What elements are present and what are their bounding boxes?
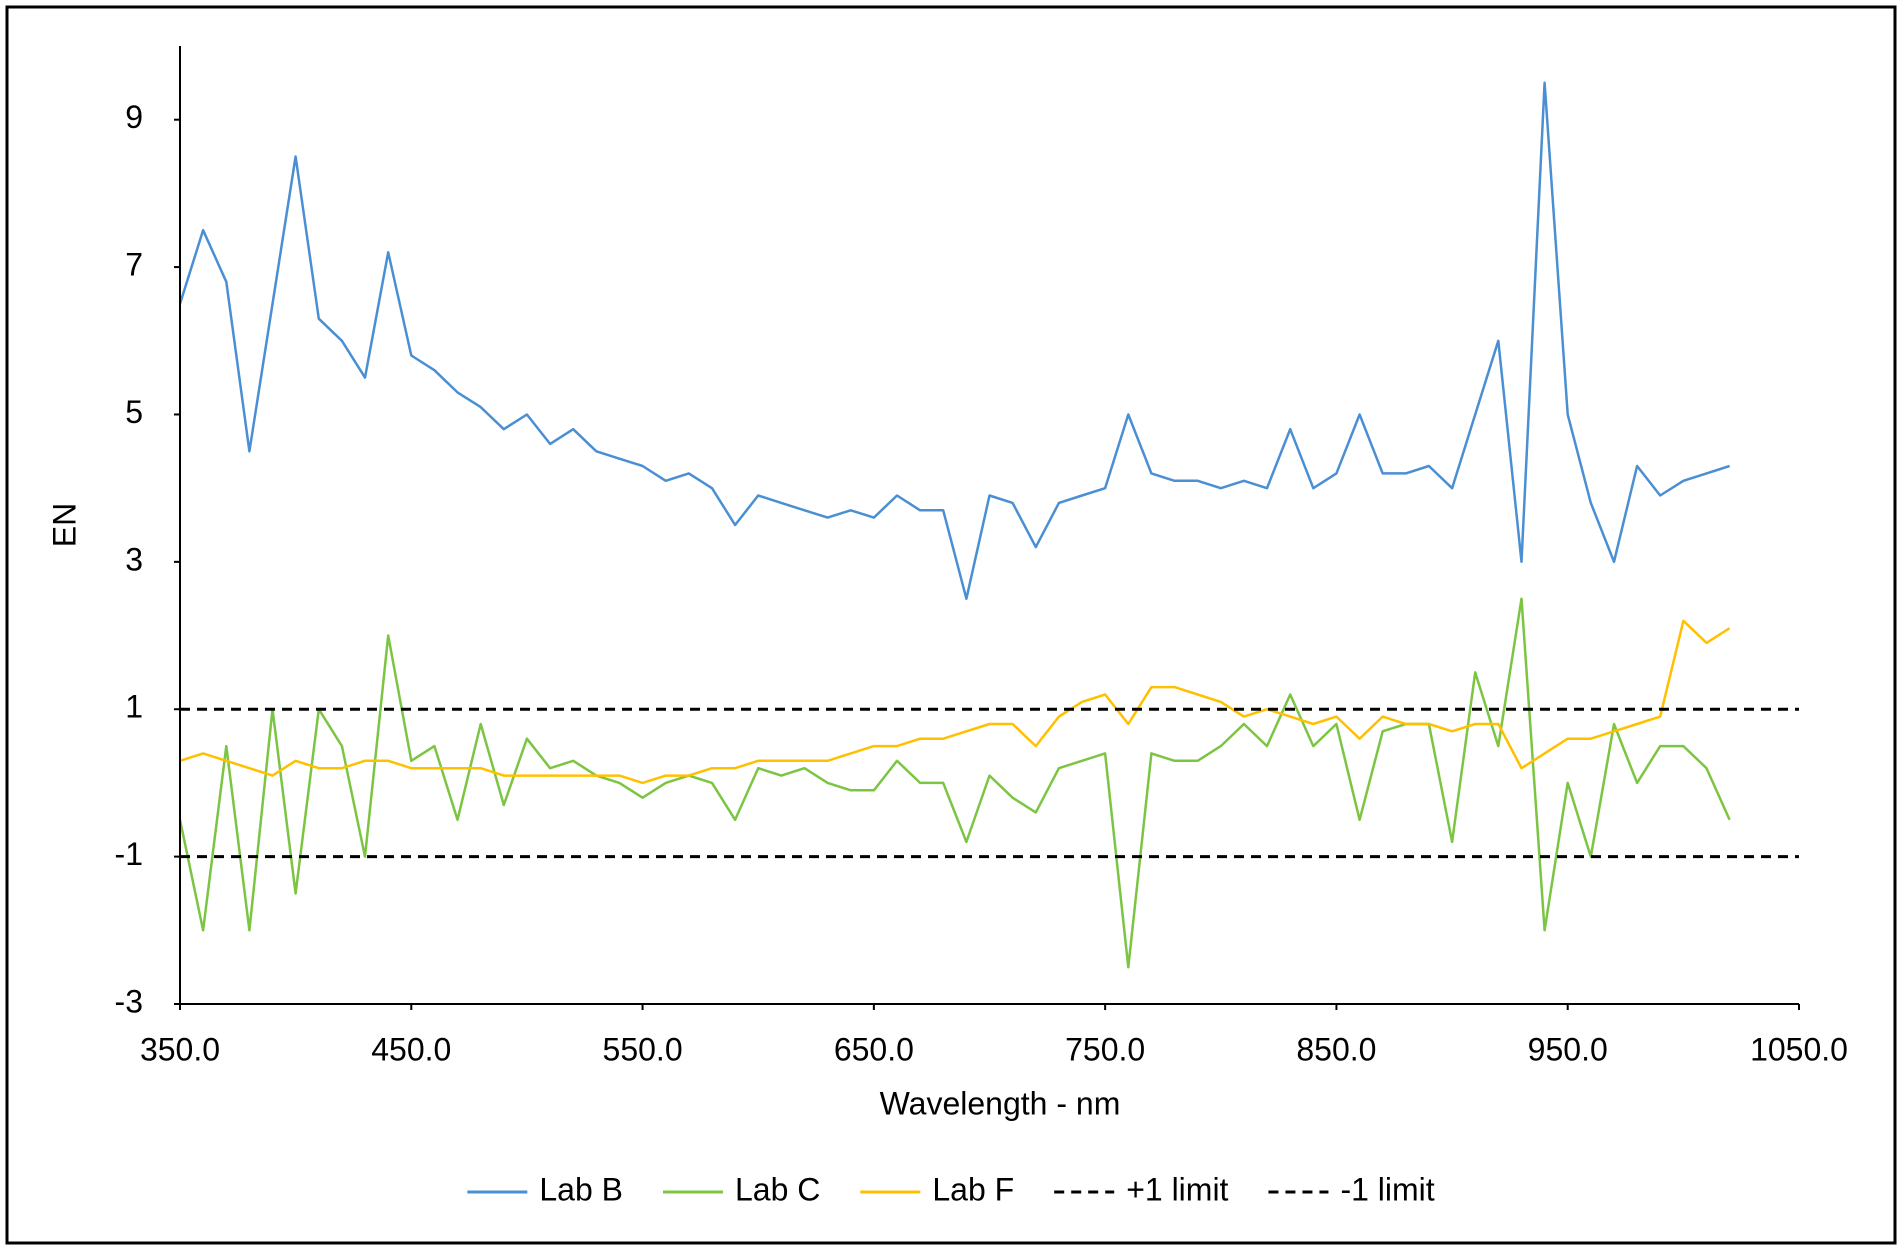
x-tick-label: 650.0 [834,1031,914,1067]
y-tick-label: -1 [115,836,143,872]
legend: Lab B Lab C Lab F +1 limit -1 limit [467,1171,1435,1207]
series-line [180,597,1731,969]
y-tick-label: 7 [125,247,143,283]
series-line [180,81,1730,600]
legend-label: Lab C [735,1171,820,1207]
y-tick-label: 5 [125,394,143,430]
y-axis-title: EN [46,503,82,547]
x-tick-label: 750.0 [1065,1031,1145,1067]
legend-label: +1 limit [1126,1171,1228,1207]
series-line [180,619,1731,785]
legend-label: -1 limit [1340,1171,1434,1207]
y-tick-label: 9 [125,99,143,135]
plot-area [180,81,1799,969]
x-tick-label: 550.0 [603,1031,683,1067]
x-tick-label: 850.0 [1296,1031,1376,1067]
legend-label: Lab F [932,1171,1014,1207]
x-tick-label: 450.0 [371,1031,451,1067]
y-tick-label: 3 [125,541,143,577]
x-tick-label: 1050.0 [1750,1031,1848,1067]
x-tick-label: 350.0 [140,1031,220,1067]
x-axis-title: Wavelength - nm [880,1085,1121,1121]
x-tick-label: 950.0 [1528,1031,1608,1067]
legend-label: Lab B [539,1171,623,1207]
chart-frame [5,5,1897,1245]
y-tick-label: -3 [115,983,143,1019]
y-tick-label: 1 [125,689,143,725]
